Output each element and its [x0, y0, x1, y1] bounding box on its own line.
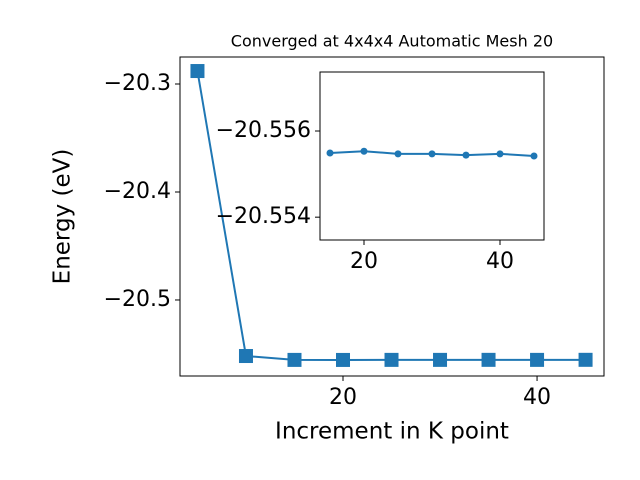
marker: [428, 150, 436, 158]
x-tick-label: 20: [350, 249, 378, 274]
marker: [578, 352, 593, 367]
marker: [462, 151, 470, 159]
y-tick-label: −20.556: [216, 118, 311, 143]
y-tick-label: −20.4: [104, 179, 171, 204]
marker: [336, 352, 351, 367]
marker: [496, 150, 504, 158]
x-tick-label: 40: [486, 249, 514, 274]
marker: [394, 150, 402, 158]
marker: [384, 352, 399, 367]
y-axis-label: Energy (eV): [50, 149, 76, 285]
marker: [326, 149, 334, 157]
x-axis-label: Increment in K point: [275, 419, 509, 445]
y-tick-label: −20.5: [104, 287, 171, 312]
marker: [530, 352, 545, 367]
chart-title: Converged at 4x4x4 Automatic Mesh 20: [231, 32, 553, 51]
marker: [530, 152, 538, 160]
marker: [287, 352, 302, 367]
marker: [238, 349, 253, 364]
y-tick-label: −20.3: [104, 71, 171, 96]
marker: [190, 64, 205, 79]
x-tick-label: 20: [329, 385, 357, 410]
x-tick-label: 40: [523, 385, 551, 410]
y-tick-label: −20.554: [216, 204, 311, 229]
marker: [433, 352, 448, 367]
marker: [360, 147, 368, 155]
marker: [481, 352, 496, 367]
